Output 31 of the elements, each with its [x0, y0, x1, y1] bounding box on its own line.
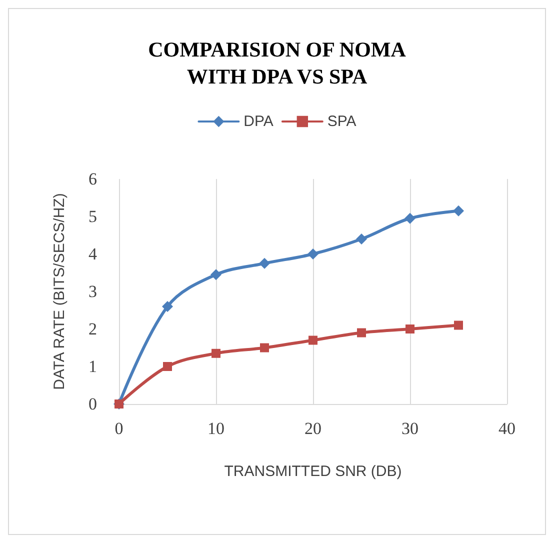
x-tick-label: 40	[498, 419, 516, 438]
point	[356, 234, 367, 244]
point	[163, 362, 172, 371]
point	[454, 320, 463, 330]
point	[308, 248, 318, 260]
point	[259, 258, 270, 269]
y-tick-label: 5	[88, 207, 97, 226]
point	[212, 348, 220, 358]
x-axis-title: TRANSMITTED SNR (DB)	[224, 463, 402, 480]
y-tick-label: 2	[88, 320, 97, 338]
y-tick-label: 4	[88, 244, 98, 264]
y-tick-label: 0	[88, 394, 97, 414]
legend-label: DPA	[244, 113, 274, 130]
point	[308, 336, 318, 345]
x-tick-label: 0	[114, 419, 124, 438]
y-axis-title: DATA RATE (BITS/SECS/HZ)	[51, 193, 68, 390]
point	[404, 212, 416, 224]
legend-label: SPA	[327, 113, 356, 130]
point	[210, 269, 222, 280]
point	[162, 301, 173, 312]
y-tick-label: 1	[88, 357, 97, 376]
x-tick-label: 30	[402, 419, 418, 438]
point	[406, 324, 414, 334]
x-tick-label: 20	[304, 419, 322, 438]
y-tick-label: 6	[88, 170, 97, 188]
point	[357, 328, 366, 338]
x-tick-label: 10	[208, 419, 224, 438]
point	[260, 343, 269, 352]
y-tick-label: 3	[88, 282, 97, 301]
point	[453, 205, 464, 216]
chart-title: COMPARISION OF NOMA WITH DPA VS SPA	[148, 38, 407, 88]
